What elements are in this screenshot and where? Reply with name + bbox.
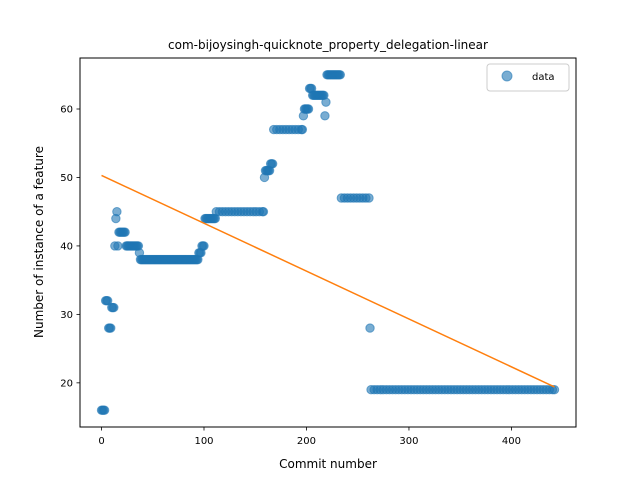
plot-frame <box>79 57 577 428</box>
y-tick-label: 60 <box>60 105 73 116</box>
data-point <box>365 323 375 333</box>
x-tick-label: 100 <box>194 436 213 447</box>
legend-frame <box>486 63 570 92</box>
data-point <box>549 384 560 395</box>
data-point <box>113 241 123 251</box>
data-point <box>99 405 110 415</box>
x-tick-label: 400 <box>502 436 521 447</box>
y-tick-label: 30 <box>60 310 73 321</box>
chart-axes: 0 100 200 300 400 20 30 40 50 60 <box>60 57 577 447</box>
data-point <box>364 193 374 203</box>
chart-marks <box>96 70 560 415</box>
legend-marker-data <box>501 70 513 82</box>
data-point <box>267 159 278 169</box>
data-point <box>320 111 330 121</box>
data-point <box>102 295 113 306</box>
data-point <box>303 104 314 114</box>
legend-label-data: data <box>532 72 555 83</box>
fit-line <box>101 174 555 388</box>
data-point <box>199 241 209 251</box>
x-tick-label: 200 <box>297 436 316 447</box>
data-point <box>297 124 308 135</box>
data-point <box>106 323 116 333</box>
data-point <box>120 227 130 237</box>
legend: data <box>486 63 570 92</box>
x-tick-label: 300 <box>399 436 418 447</box>
data-point <box>258 206 269 217</box>
y-tick-label: 50 <box>60 173 73 184</box>
y-tick-label: 40 <box>60 241 73 252</box>
y-axis-label: Number of instance of a feature <box>32 146 46 338</box>
data-point <box>335 70 345 80</box>
data-point <box>112 206 122 217</box>
chart-title: com-bijoysingh-quicknote_property_delega… <box>168 38 488 52</box>
data-point <box>321 97 331 107</box>
data-point <box>109 302 119 313</box>
x-axis-label: Commit number <box>279 457 377 471</box>
y-tick-label: 20 <box>60 378 73 389</box>
x-tick-label: 0 <box>98 436 104 447</box>
